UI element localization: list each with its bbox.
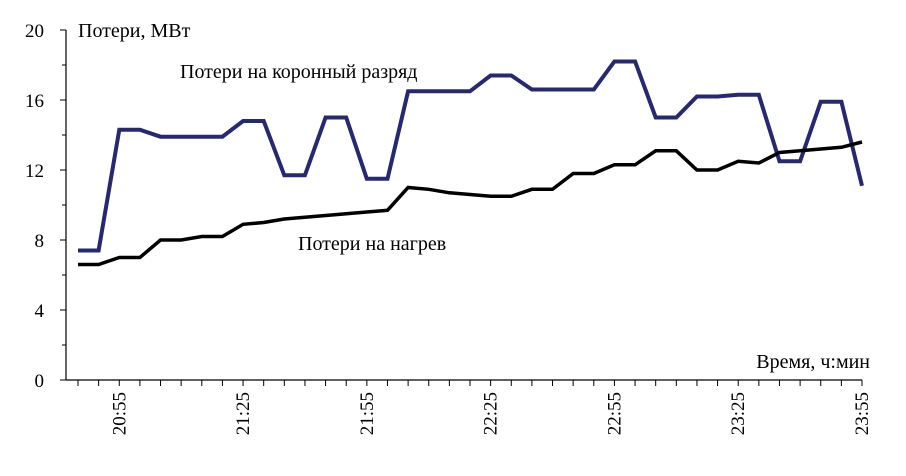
x-tick-label: 20:55 — [109, 392, 130, 435]
x-axis-label: Время, ч:мин — [756, 351, 870, 373]
y-tick-label: 12 — [25, 161, 44, 182]
y-axis-label: Потери, МВт — [78, 20, 191, 42]
y-tick-label: 20 — [25, 21, 44, 42]
x-ticks: 20:55 21:25 21:55 22:25 22:55 23:25 23:55 — [77, 380, 873, 435]
series-label-heating: Потери на нагрев — [298, 233, 446, 255]
y-tick-label: 8 — [35, 231, 45, 252]
x-tick-label: 23:25 — [728, 392, 749, 435]
series-line-corona — [78, 59, 864, 253]
x-tick-label: 21:55 — [357, 392, 378, 435]
series-lines — [78, 59, 864, 267]
y-tick-label: 4 — [35, 301, 45, 322]
y-tick-label: 16 — [25, 91, 44, 112]
y-tick-label: 0 — [35, 371, 45, 392]
x-tick-label: 22:55 — [604, 392, 625, 435]
x-tick-label: 23:55 — [852, 392, 873, 435]
x-tick-label: 21:25 — [233, 392, 254, 435]
series-line-heating — [78, 140, 863, 267]
x-tick-label: 22:25 — [481, 392, 502, 435]
y-ticks: 0 4 8 12 16 20 — [25, 21, 66, 392]
series-label-corona: Потери на коронный разряд — [180, 61, 417, 83]
